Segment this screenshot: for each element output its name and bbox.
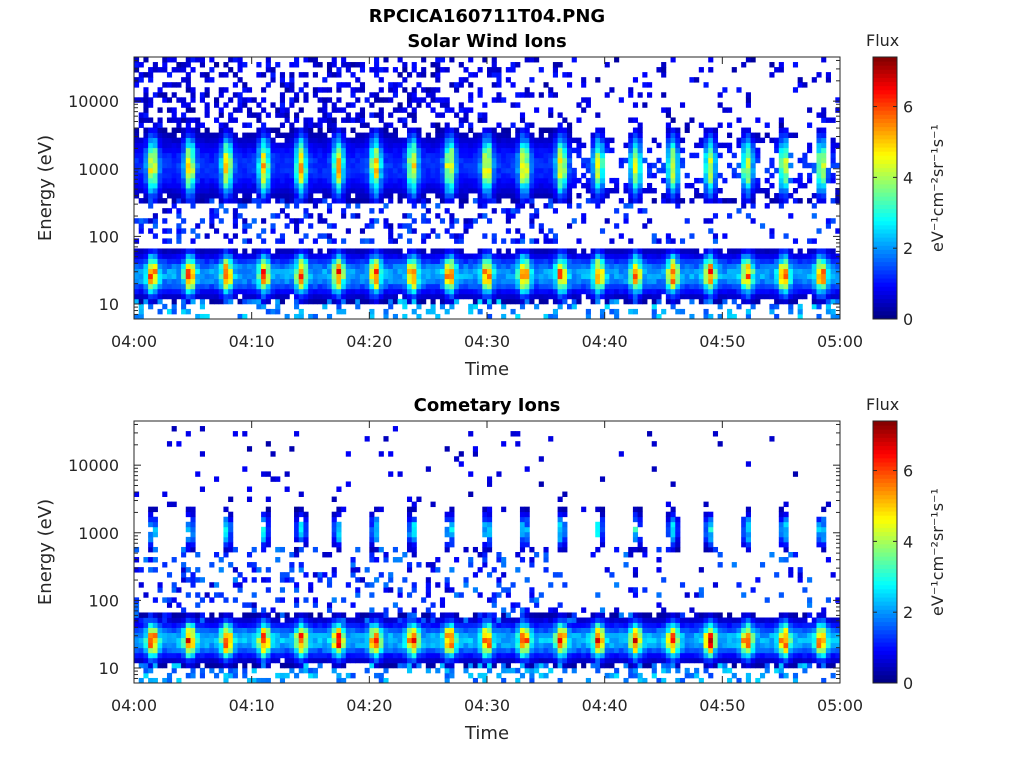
cometary-x-tick-label: 04:50 <box>699 696 745 715</box>
solar-wind-y-tick-label: 100 <box>88 227 119 246</box>
solar-wind-x-tick-label: 04:10 <box>229 332 275 351</box>
solar-wind-x-tick-label: 04:00 <box>111 332 157 351</box>
cometary-y-tick-label: 10000 <box>68 456 119 475</box>
cometary-colorbar-tick-label: 2 <box>903 603 913 622</box>
solar-wind-y-tick-label: 10 <box>99 295 119 314</box>
cometary-x-tick-label: 04:10 <box>229 696 275 715</box>
solar-wind-y-axis-label: Energy (eV) <box>35 135 56 241</box>
cometary-heatmap <box>134 426 841 684</box>
cometary-y-tick-label: 100 <box>88 591 119 610</box>
solar-wind-colorbar-frame <box>872 56 898 320</box>
cometary-y-tick-label: 1000 <box>78 524 119 543</box>
cometary-y-tick-label: 10 <box>99 659 119 678</box>
cometary-colorbar <box>873 421 897 684</box>
solar-wind-x-tick-label: 04:50 <box>699 332 745 351</box>
cometary-colorbar-tick-label: 4 <box>903 532 913 551</box>
cometary-y-axis-label: Energy (eV) <box>35 499 56 605</box>
cometary-panel-title: Cometary Ions <box>413 395 561 416</box>
figure-title: RPCICA160711T04.PNG <box>368 6 606 27</box>
solar-wind-panel-title: Solar Wind Ions <box>407 31 567 52</box>
cometary-x-tick-label: 04:00 <box>111 696 157 715</box>
solar-wind-colorbar-tick-label: 2 <box>903 239 913 258</box>
solar-wind-x-axis-label: Time <box>464 359 509 380</box>
solar-wind-colorbar-title: Flux <box>866 31 900 50</box>
solar-wind-x-tick-label: 05:00 <box>817 332 863 351</box>
cometary-colorbar-title: Flux <box>866 395 900 414</box>
solar-wind-colorbar-tick-label: 0 <box>903 310 913 329</box>
solar-wind-x-tick-label: 04:30 <box>464 332 510 351</box>
solar-wind-x-tick-label: 04:20 <box>346 332 392 351</box>
cometary-x-tick-label: 04:30 <box>464 696 510 715</box>
cometary-colorbar-frame <box>872 420 898 684</box>
solar-wind-colorbar <box>873 57 897 320</box>
solar-wind-heatmap <box>134 57 841 320</box>
cometary-x-tick-label: 04:40 <box>582 696 628 715</box>
solar-wind-x-tick-label: 04:40 <box>582 332 628 351</box>
solar-wind-colorbar-label: eV⁻¹cm⁻²sr⁻¹s⁻¹ <box>928 124 947 252</box>
solar-wind-y-tick-label: 10000 <box>68 92 119 111</box>
cometary-colorbar-tick-label: 6 <box>903 462 913 481</box>
cometary-x-tick-label: 04:20 <box>346 696 392 715</box>
cometary-colorbar-tick-label: 0 <box>903 674 913 693</box>
solar-wind-colorbar-tick-label: 6 <box>903 98 913 117</box>
cometary-colorbar-label: eV⁻¹cm⁻²sr⁻¹s⁻¹ <box>928 488 947 616</box>
solar-wind-y-tick-label: 1000 <box>78 160 119 179</box>
cometary-x-tick-label: 05:00 <box>817 696 863 715</box>
solar-wind-colorbar-tick-label: 4 <box>903 168 913 187</box>
cometary-x-axis-label: Time <box>464 723 509 744</box>
